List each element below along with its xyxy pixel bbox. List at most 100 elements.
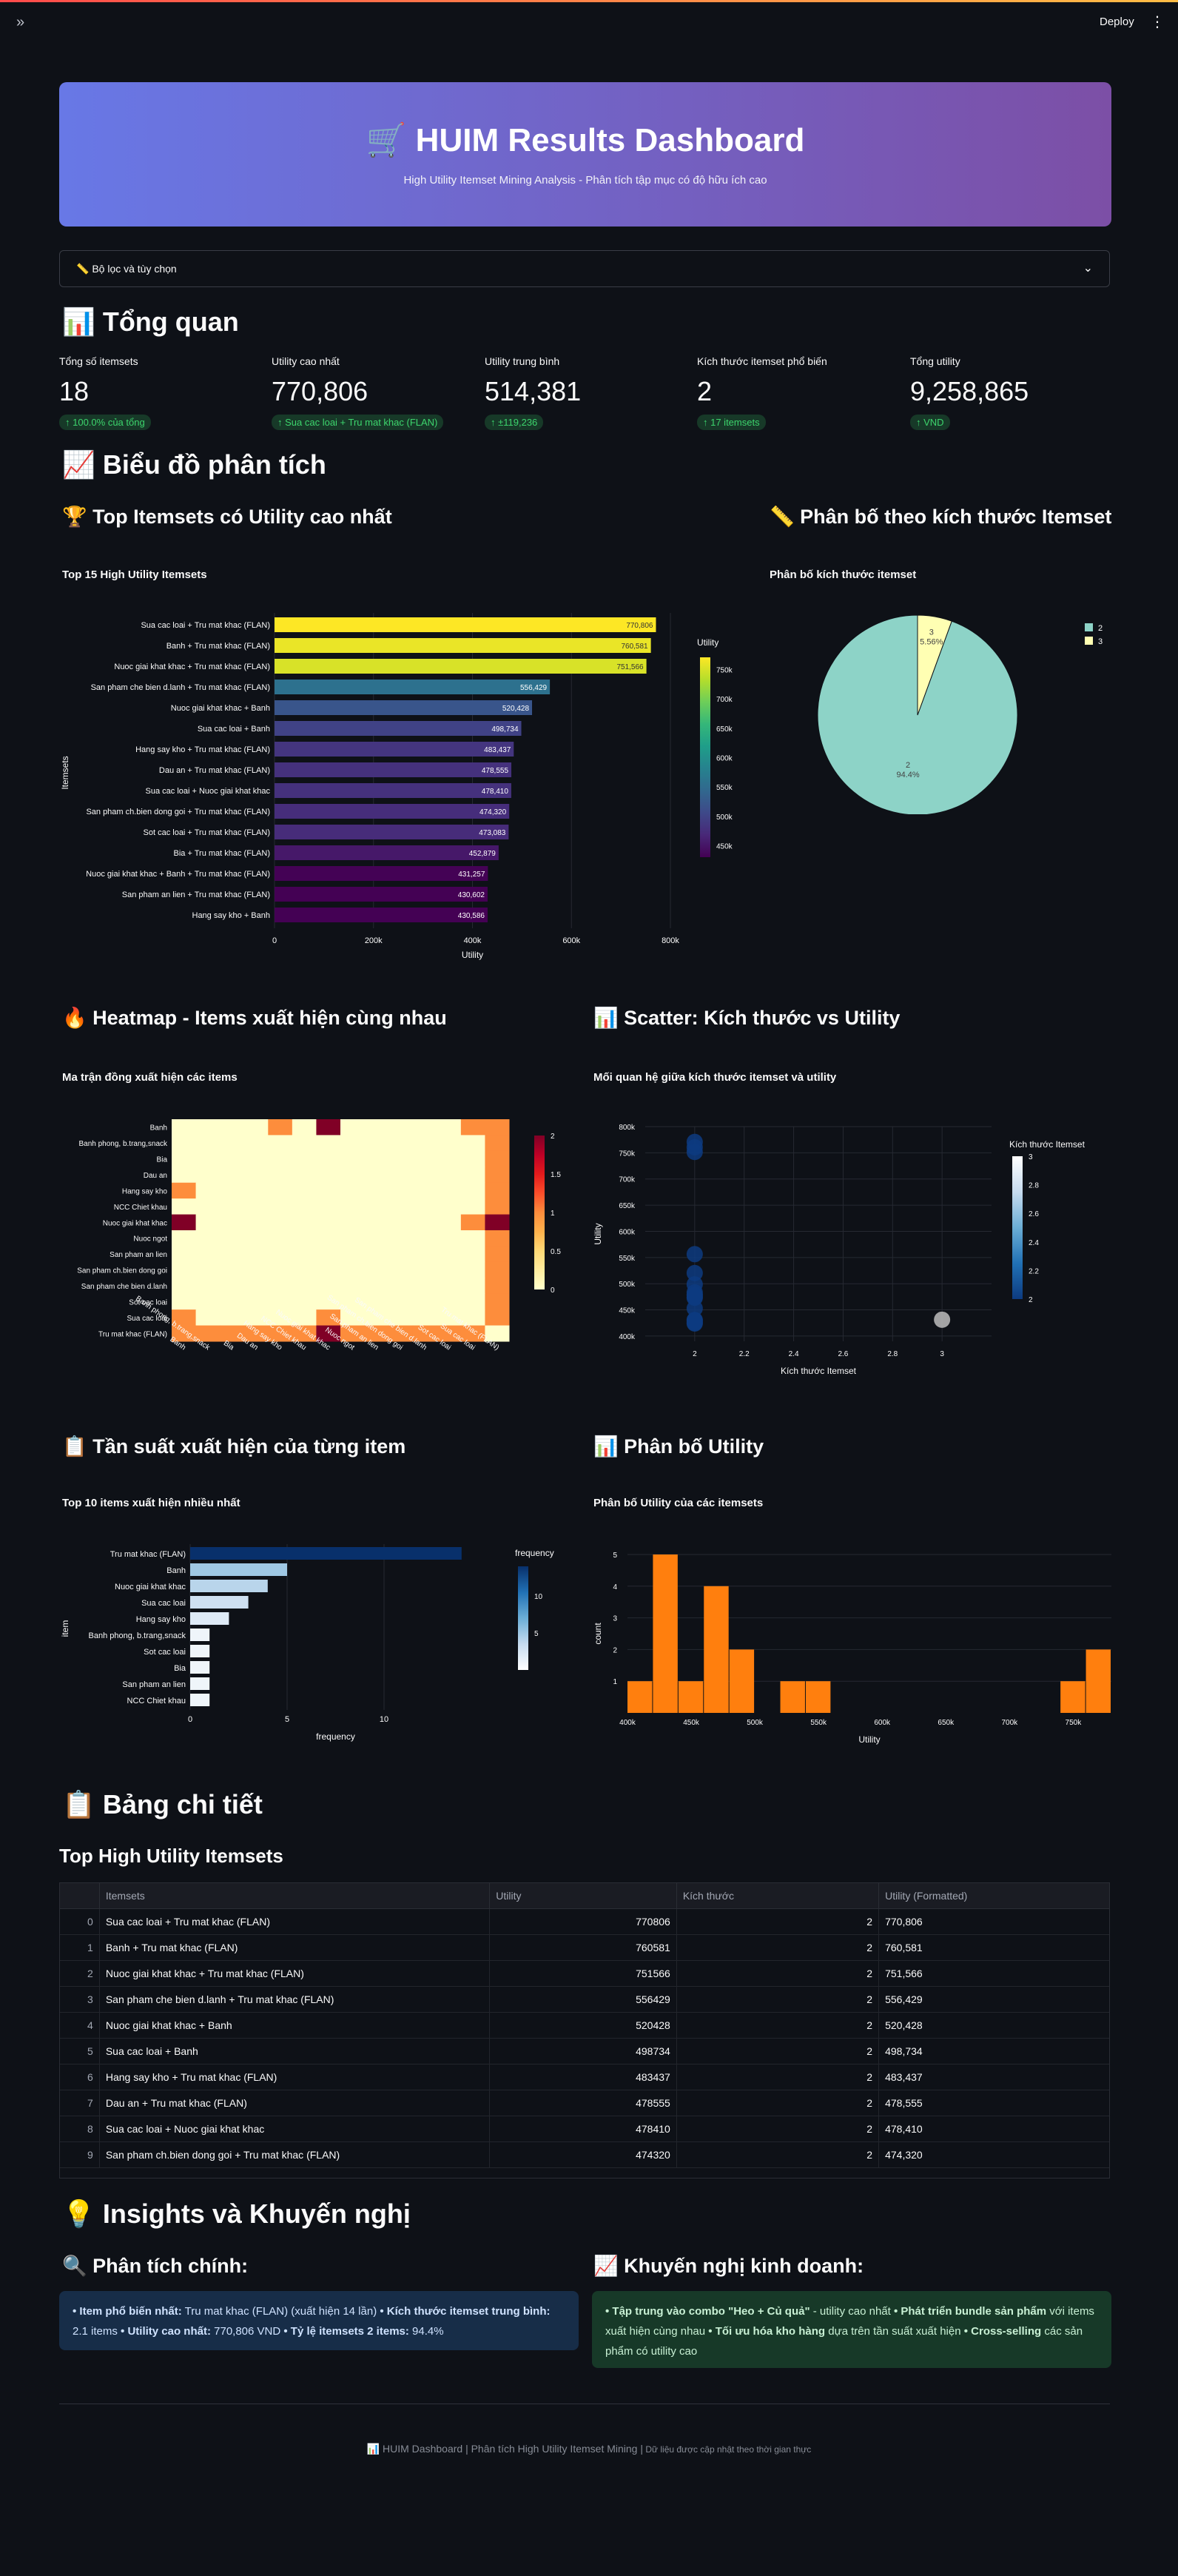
- itemsets-table[interactable]: Itemsets Utility Kích thước Utility (Format…: [59, 1882, 1110, 2178]
- heatmap-cell: [316, 1214, 341, 1231]
- heatmap-cell: [485, 1293, 510, 1310]
- utility-cell: 751566: [489, 1960, 677, 1987]
- table-row[interactable]: 6 Hang say kho + Tru mat khac (FLAN) 48343…: [60, 2064, 1109, 2090]
- y-tick-label: Nuoc giai khat khac + Banh + Tru mat kha…: [86, 870, 270, 879]
- utility-formatted-cell: 474,320: [878, 2141, 1109, 2168]
- colorbar-title: Utility: [697, 637, 718, 648]
- utility-formatted-cell: 751,566: [878, 1960, 1109, 1987]
- heatmap-cell: [460, 1309, 485, 1326]
- utility-formatted-cell: 483,437: [878, 2064, 1109, 2090]
- table-row[interactable]: 7 Dau an + Tru mat khac (FLAN) 478555 2 478,…: [60, 2090, 1109, 2116]
- y-tick-label: San pham an lien + Tru mat khac (FLAN): [122, 890, 270, 899]
- header-banner: 🛒 HUIM Results Dashboard High Utility It…: [59, 82, 1111, 227]
- bar: [190, 1694, 210, 1706]
- heatmap-cell: [412, 1182, 437, 1199]
- utility-formatted-cell: 498,734: [878, 2038, 1109, 2065]
- row-label: San pham ch.bien dong goi: [77, 1267, 167, 1275]
- x-tick-label: 400k: [464, 936, 482, 945]
- y-tick-label: 450k: [619, 1307, 636, 1315]
- heatmap-cell: [195, 1167, 221, 1184]
- heatmap-cell: [388, 1261, 414, 1278]
- column-header[interactable]: [60, 1883, 100, 1909]
- y-tick-label: 600k: [619, 1228, 636, 1236]
- itemset-cell: Sua cac loai + Banh: [99, 2038, 491, 2065]
- bar: [275, 700, 533, 715]
- heatmap-cell: [292, 1167, 317, 1184]
- heatmap-cell: [316, 1167, 341, 1184]
- data-label: 478,555: [482, 767, 509, 775]
- column-header[interactable]: Itemsets: [99, 1883, 491, 1909]
- x-tick-label: 700k: [1001, 1719, 1018, 1727]
- heatmap-cell: [268, 1119, 293, 1136]
- heatmap-cell: [412, 1135, 437, 1152]
- row-label: NCC Chiet khau: [114, 1204, 167, 1212]
- heatmap-cell: [195, 1214, 221, 1231]
- bar: [190, 1580, 268, 1592]
- heatmap-cell: [460, 1150, 485, 1167]
- heatmap-cell: [292, 1293, 317, 1310]
- row-index: 5: [60, 2038, 100, 2065]
- slice-pct-label: 5.56%: [920, 638, 943, 647]
- metric-delta: ↑ Sua cac loai + Tru mat khac (FLAN): [272, 415, 444, 430]
- x-axis-label: Kích thước Itemset: [781, 1366, 857, 1376]
- footer-small: Dữ liệu được cập nhật theo thời gian thự…: [643, 2444, 812, 2455]
- y-tick-label: Nuoc giai khat khac: [115, 1583, 186, 1591]
- heatmap-cell: [195, 1135, 221, 1152]
- kebab-icon[interactable]: ⋮: [1150, 14, 1165, 30]
- heatmap-cell: [195, 1150, 221, 1167]
- heatmap-cell: [220, 1325, 245, 1342]
- size-cell: 2: [676, 1986, 880, 2013]
- colorbar-tick: 2.6: [1029, 1210, 1039, 1218]
- pie-slice: [917, 614, 952, 716]
- y-tick-label: 5: [613, 1552, 617, 1560]
- table-row[interactable]: 1 Banh + Tru mat khac (FLAN) 760581 2 760,58…: [60, 1934, 1109, 1961]
- table-row[interactable]: 8 Sua cac loai + Nuoc giai khat khac 47841…: [60, 2116, 1109, 2142]
- heatmap-cell: [412, 1309, 437, 1326]
- histogram-bar: [678, 1681, 704, 1713]
- item-frequency-chart: 0 5 10 Tru mat khac (FLAN) Banh Nuoc giai kha…: [60, 1544, 554, 1742]
- utility-cell: 483437: [489, 2064, 677, 2090]
- table-row[interactable]: 9 San pham ch.bien dong goi + Tru mat kha…: [60, 2141, 1109, 2168]
- utility-cell: 478410: [489, 2116, 677, 2142]
- bar: [190, 1677, 210, 1690]
- heatmap-cell: [460, 1261, 485, 1278]
- heatmap-cell: [172, 1309, 197, 1326]
- deploy-button[interactable]: Deploy: [1100, 16, 1134, 28]
- itemset-cell: Sua cac loai + Tru mat khac (FLAN): [99, 1908, 491, 1935]
- y-tick-label: Banh: [166, 1566, 186, 1575]
- column-header[interactable]: Utility: [489, 1883, 677, 1909]
- column-header[interactable]: Kích thước: [676, 1883, 880, 1909]
- heatmap-cell: [243, 1167, 269, 1184]
- metric-card: Utility trung bình 514,381 ↑ ±119,236: [485, 355, 692, 430]
- metric-value: 514,381: [485, 376, 582, 406]
- column-header[interactable]: Utility (Formatted): [878, 1883, 1109, 1909]
- table-row[interactable]: 4 Nuoc giai khat khac + Banh 520428 2 520,42…: [60, 2012, 1109, 2039]
- y-tick-label: Hang say kho + Tru mat khac (FLAN): [135, 745, 270, 754]
- table-row[interactable]: 5 Sua cac loai + Banh 498734 2 498,734: [60, 2038, 1109, 2065]
- table-row[interactable]: 0 Sua cac loai + Tru mat khac (FLAN) 77080…: [60, 1908, 1109, 1935]
- heatmap-cell: [172, 1214, 197, 1231]
- heatmap-cell: [195, 1278, 221, 1295]
- heatmap-cell: [340, 1246, 366, 1263]
- bar: [275, 825, 509, 839]
- metric-card: Tổng utility 9,258,865 ↑ VND: [910, 355, 1117, 430]
- bar: [275, 866, 488, 881]
- heatmap-cell: [292, 1261, 317, 1278]
- metric-delta: ↑ 17 itemsets: [697, 415, 766, 430]
- slice-pct-label: 94.4%: [896, 771, 919, 779]
- double-chevron-right-icon[interactable]: »: [16, 14, 25, 30]
- heatmap-cell: [485, 1135, 510, 1152]
- itemset-cell: Dau an + Tru mat khac (FLAN): [99, 2090, 491, 2116]
- heatmap-cell: [220, 1214, 245, 1231]
- heatmap-cell: [172, 1135, 197, 1152]
- metric-label: Tổng utility: [910, 355, 960, 367]
- heatmap-cell: [292, 1135, 317, 1152]
- heatmap-cell: [437, 1198, 462, 1215]
- table-row[interactable]: 3 San pham che bien d.lanh + Tru mat khac…: [60, 1986, 1109, 2013]
- y-tick-label: San pham an lien: [122, 1680, 186, 1689]
- colorbar-tick: 2.4: [1029, 1239, 1039, 1247]
- filters-expander[interactable]: 📏 Bộ lọc và tùy chọn ⌄: [59, 250, 1110, 287]
- table-row[interactable]: 2 Nuoc giai khat khac + Tru mat khac (FLA…: [60, 1960, 1109, 1987]
- insight-bold: • Item phổ biến nhất:: [73, 2305, 182, 2318]
- metric-value: 2: [697, 376, 713, 406]
